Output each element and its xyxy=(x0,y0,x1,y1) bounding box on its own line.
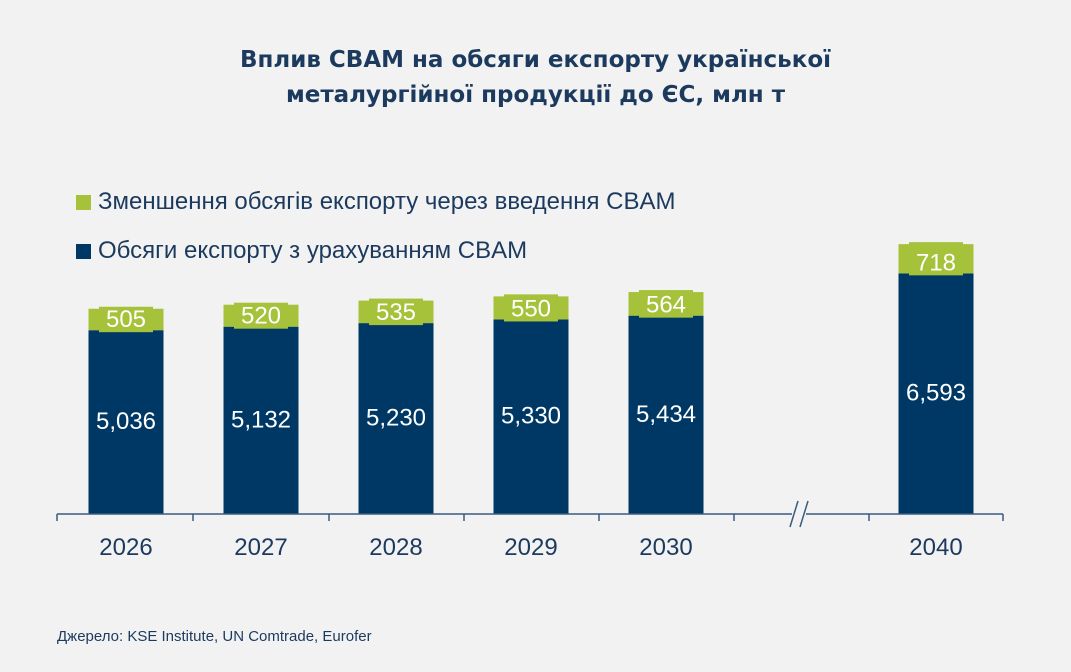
x-tick-label-2040: 2040 xyxy=(909,534,962,561)
data-label-volume-2040: 6,593 xyxy=(906,380,966,407)
x-tick-label-2030: 2030 xyxy=(639,534,692,561)
bar-volume-2028 xyxy=(358,323,434,514)
legend-item-volume: Обсяги експорту з урахуванням CBAM xyxy=(76,237,527,265)
legend-label: Зменшення обсягів експорту через введенн… xyxy=(98,188,676,215)
legend-swatch-navy xyxy=(76,243,91,259)
legend-item-reduction: Зменшення обсягів експорту через введенн… xyxy=(76,188,676,216)
axis-break-gap xyxy=(792,510,806,518)
x-tick-label-2029: 2029 xyxy=(504,534,557,561)
data-label-volume-2029: 5,330 xyxy=(501,403,561,430)
legend-swatch-green xyxy=(76,194,91,210)
data-label-volume-2028: 5,230 xyxy=(366,405,426,432)
data-label-volume-2027: 5,132 xyxy=(231,406,291,433)
x-tick-label-2027: 2027 xyxy=(234,534,287,561)
data-label-reduction-2027: 520 xyxy=(241,303,281,330)
data-label-volume-2030: 5,434 xyxy=(636,401,696,428)
x-tick-label-2026: 2026 xyxy=(99,534,152,561)
chart-title-line-2: металургійної продукції до ЄС, млн т xyxy=(285,82,786,108)
data-label-reduction-2040: 718 xyxy=(916,249,956,276)
data-label-bg-2040 xyxy=(909,242,963,276)
data-label-reduction-2028: 535 xyxy=(376,299,416,326)
bar-volume-2027 xyxy=(223,326,299,514)
legend-label: Обсяги експорту з урахуванням CBAM xyxy=(98,237,528,264)
data-label-bg-2026 xyxy=(99,306,153,333)
data-label-bg-2030 xyxy=(639,290,693,318)
source-note: Джерело: KSE Institute, UN Comtrade, Eur… xyxy=(57,628,372,645)
chart-title-line-1: Вплив CBAM на обсяги експорту українсько… xyxy=(239,47,832,73)
axis-break-mark-2 xyxy=(799,500,809,528)
data-label-bg-2029 xyxy=(504,294,558,322)
bar-volume-2026 xyxy=(88,330,164,514)
axis-break-mark-1 xyxy=(789,500,799,528)
bar-volume-2029 xyxy=(493,319,569,514)
data-label-volume-2026: 5,036 xyxy=(96,408,156,435)
data-label-reduction-2029: 550 xyxy=(511,295,551,322)
data-label-reduction-2030: 564 xyxy=(646,292,686,319)
data-label-bg-2027 xyxy=(234,302,288,329)
bar-volume-2040 xyxy=(898,273,974,514)
data-label-reduction-2026: 505 xyxy=(106,306,146,333)
bar-volume-2030 xyxy=(628,315,704,514)
x-tick-label-2028: 2028 xyxy=(369,534,422,561)
data-label-bg-2028 xyxy=(369,298,423,326)
